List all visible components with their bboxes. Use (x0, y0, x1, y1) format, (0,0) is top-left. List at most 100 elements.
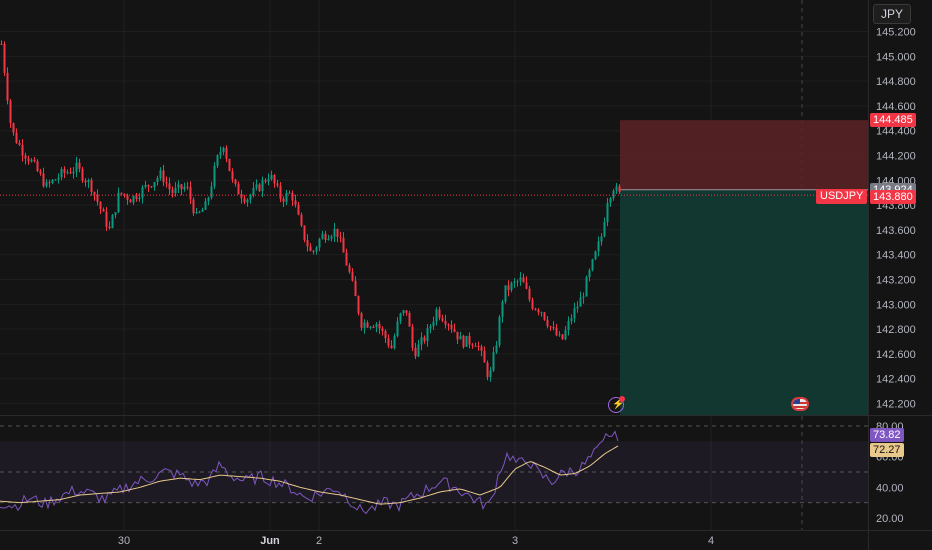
candle-body (15, 132, 18, 143)
candle-body (132, 195, 135, 203)
candle-body (411, 326, 414, 348)
price-tick-label: 143.200 (876, 275, 916, 287)
candle-body (531, 299, 534, 309)
price-tick-label: 143.600 (876, 225, 916, 237)
candle-body (447, 324, 450, 326)
candle-body (528, 288, 531, 300)
candle-body (273, 174, 276, 184)
candle-body (207, 197, 210, 202)
candle-body (141, 187, 144, 198)
candle-body (75, 162, 78, 172)
candle-body (336, 228, 339, 237)
candle-body (312, 250, 315, 252)
candle-body (3, 44, 6, 73)
price-axis[interactable]: 145.200 145.000 144.800 144.600 144.400 144.2… (876, 27, 916, 411)
candle-body (213, 165, 216, 187)
candle-body (414, 347, 417, 357)
price-tick-label: 145.200 (876, 27, 916, 39)
rsi-line (0, 430, 619, 515)
candle-body (177, 184, 180, 188)
candle-body (534, 308, 537, 310)
candle-body (93, 192, 96, 195)
candle-body (279, 185, 282, 199)
us-flag-icon[interactable] (791, 397, 809, 411)
candle-body (477, 346, 480, 348)
time-axis[interactable]: 30 Jun 2 3 4 (118, 535, 714, 547)
candle-body (600, 236, 603, 242)
candle-body (303, 225, 306, 241)
candle-body (342, 237, 345, 253)
candle-body (114, 212, 117, 216)
candle-body (333, 228, 336, 237)
alert-dot (619, 396, 625, 402)
candle-body (318, 239, 321, 248)
price-tick-label: 142.200 (876, 399, 916, 411)
economic-event-icon[interactable]: ⚡ (608, 396, 625, 413)
candle-body (327, 238, 330, 241)
rsi-tick-label: 20.00 (876, 513, 904, 525)
candle-body (201, 209, 204, 212)
price-tick-label: 145.000 (876, 51, 916, 63)
price-tick-label: 144.400 (876, 126, 916, 138)
candle-body (48, 182, 51, 184)
candle-body (396, 321, 399, 337)
candle-body (486, 362, 489, 378)
candle-body (33, 159, 36, 162)
candle-body (27, 158, 30, 162)
candle-body (69, 172, 72, 174)
candle-body (135, 195, 138, 200)
candle-body (402, 310, 405, 314)
candle-body (603, 222, 606, 237)
candle-body (12, 123, 15, 133)
symbol-tag[interactable]: USDJPY (816, 189, 868, 204)
candle-body (309, 246, 312, 251)
candle-body (507, 285, 510, 291)
stop-loss-zone[interactable] (620, 120, 868, 190)
candle-body (96, 194, 99, 202)
candle-body (354, 280, 357, 297)
candle-body (162, 170, 165, 183)
candle-body (525, 282, 528, 289)
candle-body (156, 178, 159, 183)
rsi-pane[interactable] (0, 416, 868, 530)
candle-body (51, 179, 54, 183)
candle-body (45, 182, 48, 187)
candle-body (228, 158, 231, 172)
candle-body (24, 155, 27, 159)
candle-body (357, 296, 360, 314)
candle-body (483, 350, 486, 363)
candle-body (456, 331, 459, 340)
candle-body (183, 186, 186, 190)
candle-body (390, 345, 393, 349)
candle-body (219, 151, 222, 156)
candle-body (111, 215, 114, 229)
candle-body (147, 184, 150, 187)
candle-body (573, 308, 576, 319)
candle-body (126, 195, 129, 200)
candle-body (138, 197, 141, 200)
candle-body (594, 251, 597, 260)
candle-body (522, 277, 525, 283)
candle-body (174, 187, 177, 194)
candle-body (189, 186, 192, 200)
position-zones[interactable] (620, 120, 868, 415)
time-tick-label: 4 (708, 535, 714, 547)
time-tick-label: Jun (260, 535, 280, 547)
currency-button[interactable]: JPY (873, 4, 911, 24)
candle-body (399, 313, 402, 322)
candle-body (9, 100, 12, 124)
candle-body (150, 186, 153, 188)
candle-body (36, 161, 39, 172)
price-tick-label: 143.000 (876, 299, 916, 311)
candle-body (564, 330, 567, 340)
candle-body (222, 147, 225, 152)
candle-body (165, 182, 168, 184)
candle-body (612, 190, 615, 199)
candle-body (450, 324, 453, 329)
time-tick-label: 30 (118, 535, 130, 547)
rsi-ma-value-tag: 72.27 (870, 442, 904, 457)
candle-body (501, 301, 504, 317)
candle-body (225, 147, 228, 159)
take-profit-zone[interactable] (620, 189, 868, 415)
